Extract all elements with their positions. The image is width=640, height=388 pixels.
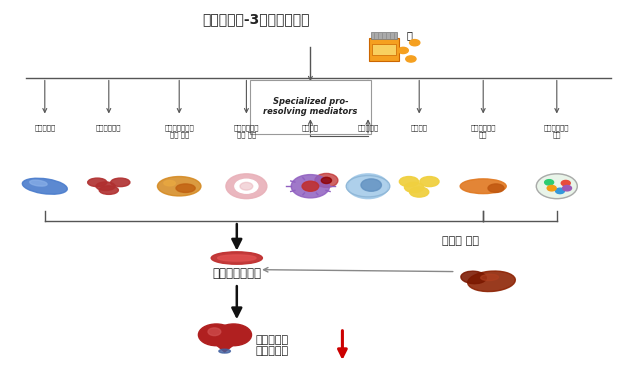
Text: 장쇄오메가-3불포화지방산: 장쇄오메가-3불포화지방산 xyxy=(202,12,310,26)
Circle shape xyxy=(291,175,330,198)
Circle shape xyxy=(226,174,267,199)
FancyBboxPatch shape xyxy=(369,38,399,61)
Ellipse shape xyxy=(399,177,419,187)
Circle shape xyxy=(410,40,420,46)
Circle shape xyxy=(198,324,234,346)
Circle shape xyxy=(216,324,252,346)
Circle shape xyxy=(545,180,554,185)
Circle shape xyxy=(348,174,388,199)
Circle shape xyxy=(321,177,332,184)
Circle shape xyxy=(398,47,408,54)
Ellipse shape xyxy=(99,186,118,194)
FancyBboxPatch shape xyxy=(371,32,397,39)
Text: 항죽상경화효과: 항죽상경화효과 xyxy=(212,267,261,280)
Ellipse shape xyxy=(461,271,486,284)
Ellipse shape xyxy=(460,179,506,194)
Ellipse shape xyxy=(176,184,195,192)
Ellipse shape xyxy=(219,349,230,353)
Text: 면역조절: 면역조절 xyxy=(302,124,319,131)
Circle shape xyxy=(556,188,564,194)
Text: 🐟: 🐟 xyxy=(406,30,413,40)
Text: 항혈전작용: 항혈전작용 xyxy=(34,124,56,131)
Ellipse shape xyxy=(420,177,439,187)
Text: 항혈소판작용: 항혈소판작용 xyxy=(96,124,122,131)
Ellipse shape xyxy=(410,187,429,197)
Ellipse shape xyxy=(29,180,47,186)
Circle shape xyxy=(208,328,221,336)
Text: 혈관평활근세포
증식 감소: 혈관평활근세포 증식 감소 xyxy=(164,124,194,139)
Ellipse shape xyxy=(468,271,515,291)
Ellipse shape xyxy=(488,184,504,192)
Circle shape xyxy=(315,173,338,187)
Ellipse shape xyxy=(157,177,201,196)
Circle shape xyxy=(547,185,556,191)
Text: 지질강하: 지질강하 xyxy=(411,124,428,131)
Circle shape xyxy=(361,179,381,191)
Text: 미생물불균형
개선: 미생물불균형 개선 xyxy=(544,124,570,139)
FancyBboxPatch shape xyxy=(372,44,396,55)
Circle shape xyxy=(406,56,416,62)
Ellipse shape xyxy=(481,274,499,281)
Ellipse shape xyxy=(111,178,130,187)
Ellipse shape xyxy=(22,178,67,194)
Circle shape xyxy=(240,182,253,190)
FancyBboxPatch shape xyxy=(250,80,371,134)
Ellipse shape xyxy=(211,252,262,264)
Ellipse shape xyxy=(164,180,175,186)
Circle shape xyxy=(536,174,577,199)
Circle shape xyxy=(235,179,258,193)
Ellipse shape xyxy=(96,182,115,191)
Ellipse shape xyxy=(88,178,107,187)
Circle shape xyxy=(561,180,570,186)
Text: Specialized pro-
resolving mediators: Specialized pro- resolving mediators xyxy=(263,97,358,116)
Circle shape xyxy=(302,181,319,191)
Text: 심근경색증
심혈관사망: 심근경색증 심혈관사망 xyxy=(256,334,289,356)
Text: 인슐린저항성
개선: 인슐린저항성 개선 xyxy=(470,124,496,139)
Circle shape xyxy=(563,185,572,191)
Ellipse shape xyxy=(218,255,256,261)
Text: 혈관내피세포
기능 개선: 혈관내피세포 기능 개선 xyxy=(234,124,259,139)
Text: 지방간 개선: 지방간 개선 xyxy=(442,236,479,246)
Polygon shape xyxy=(206,336,244,352)
Ellipse shape xyxy=(404,182,424,192)
Text: 항염증작용: 항염증작용 xyxy=(357,124,379,131)
